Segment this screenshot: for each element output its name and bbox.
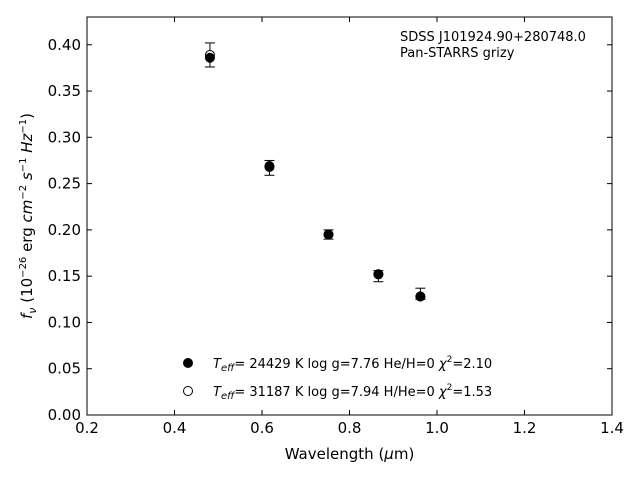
x-tick-label: 1.2: [513, 419, 537, 437]
annotation-line-1: SDSS J101924.90+280748.0: [400, 30, 586, 45]
y-tick-label: 0.00: [48, 406, 81, 424]
legend-entry-2: Teff= 31187 K log g=7.94 H/He=0 χ2=1.53: [213, 383, 492, 402]
model-point-filled: [264, 161, 275, 172]
model-point-filled: [323, 229, 334, 240]
legend-marker-filled: [183, 358, 193, 368]
x-axis-label: Wavelength (μm): [285, 445, 415, 463]
model-point-filled: [204, 52, 215, 63]
y-tick-label: 0.30: [48, 128, 81, 146]
x-tick-label: 0.4: [163, 419, 187, 437]
x-tick-label: 1.0: [425, 419, 449, 437]
y-tick-label: 0.40: [48, 36, 81, 54]
legend-entry-1: Teff= 24429 K log g=7.76 He/H=0 χ2=2.10: [213, 355, 492, 374]
x-tick-label: 0.2: [75, 419, 99, 437]
model-point-filled: [373, 269, 384, 280]
y-tick-label: 0.20: [48, 221, 81, 239]
y-axis-label: fν (10−26 erg cm−2 s−1 Hz−1): [18, 113, 39, 319]
annotation-line-2: Pan-STARRS grizy: [400, 46, 515, 61]
marks-layer: [204, 42, 426, 302]
y-tick-label: 0.15: [48, 267, 81, 285]
model-point-filled: [415, 291, 426, 302]
x-tick-label: 0.6: [250, 419, 274, 437]
legend-marker-open: [183, 386, 193, 396]
x-tick-label: 1.4: [600, 419, 624, 437]
y-tick-label: 0.05: [48, 360, 81, 378]
x-tick-label: 0.8: [338, 419, 362, 437]
ticks-layer: 0.2 0.4 0.6 0.8 1.0 1.2 1.4 0.00 0.05 0.10 0.15 0.2…: [48, 17, 624, 437]
plot-frame: [86, 16, 613, 416]
y-tick-label: 0.35: [48, 82, 81, 100]
y-tick-label: 0.10: [48, 313, 81, 331]
y-tick-label: 0.25: [48, 175, 81, 193]
legend: Teff= 24429 K log g=7.76 He/H=0 χ2=2.10 …: [183, 355, 492, 402]
